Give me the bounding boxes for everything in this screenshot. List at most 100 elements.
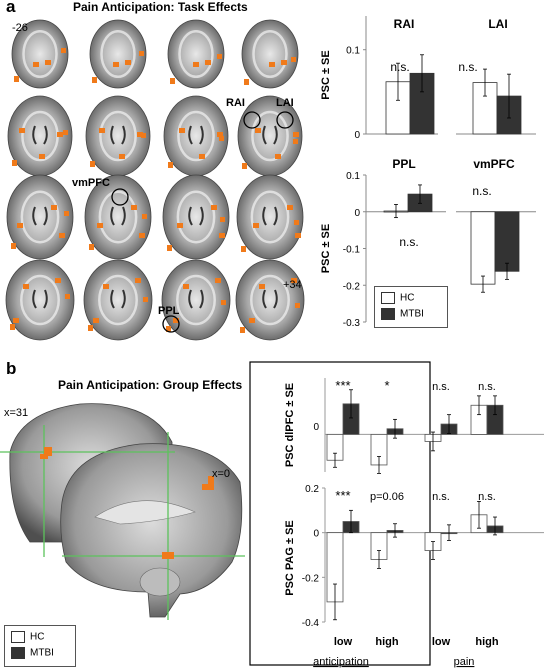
activation-cluster [215, 278, 221, 283]
ventricle [32, 289, 37, 309]
activation-cluster [162, 552, 174, 559]
activation-cluster [44, 447, 52, 456]
panel-b-title: Pain Anticipation: Group Effects [58, 378, 243, 392]
activation-cluster [221, 300, 226, 305]
activation-cluster [293, 132, 299, 137]
activation-cluster [88, 325, 93, 331]
brain-slice [162, 174, 230, 260]
legend-label-hc: HC [400, 292, 415, 304]
ventricle [199, 125, 204, 145]
significance-label: n.s. [399, 235, 418, 249]
significance-label: n.s. [458, 60, 477, 74]
activation-cluster [135, 278, 141, 283]
sag-label-x31: x=31 [4, 407, 29, 419]
activation-cluster [90, 161, 95, 167]
significance-label: n.s. [390, 60, 409, 74]
significance-label: n.s. [478, 491, 496, 503]
activation-cluster [208, 476, 214, 484]
legend-item-hc: HC [381, 292, 447, 304]
significance-label: p=0.06 [370, 491, 404, 503]
ventricle [273, 206, 278, 226]
activation-cluster [119, 154, 125, 159]
white-matter [22, 29, 58, 79]
category-label: low [432, 636, 451, 648]
ventricle [43, 289, 48, 309]
white-matter [177, 110, 215, 162]
activation-cluster [255, 128, 261, 133]
ventricle [43, 125, 48, 145]
activation-cluster [240, 327, 245, 333]
activation-cluster [97, 223, 103, 228]
activation-cluster [168, 162, 173, 168]
group-label-pain: pain [454, 656, 475, 668]
activation-cluster [57, 132, 63, 137]
white-matter [100, 29, 136, 79]
roi-circle-lai [276, 111, 294, 129]
activation-cluster [14, 76, 19, 82]
chart-title: vmPFC [473, 157, 515, 171]
activation-cluster [59, 233, 65, 238]
activation-cluster [12, 160, 17, 166]
activation-cluster [295, 233, 301, 238]
legend-b-item-mtbi: MTBI [11, 647, 75, 659]
brain-slice [236, 174, 304, 260]
y-tick-label: 0.1 [346, 46, 360, 57]
category-label: high [375, 636, 398, 648]
activation-cluster [39, 154, 45, 159]
activation-cluster [166, 326, 171, 332]
activation-cluster [173, 318, 179, 323]
ventricle [188, 289, 193, 309]
activation-cluster [199, 154, 205, 159]
activation-cluster [99, 128, 105, 133]
bar-hc [472, 82, 498, 135]
activation-cluster [45, 60, 51, 65]
roi-label-vmpfc: vmPFC [72, 177, 110, 189]
ventricle [199, 289, 204, 309]
white-matter [178, 29, 214, 79]
brain-slice [6, 174, 74, 260]
y-tick-label: 0 [313, 529, 319, 540]
activation-cluster [103, 284, 109, 289]
bar-hc [470, 211, 496, 285]
brain-slice [84, 174, 152, 260]
activation-cluster [295, 303, 300, 308]
activation-cluster [137, 132, 143, 137]
activation-cluster [249, 318, 255, 323]
activation-cluster [242, 163, 247, 169]
brain-slice [241, 19, 299, 89]
sag-label-x0: x=0 [212, 468, 231, 480]
roi-circle-vmpfc [111, 188, 129, 206]
slice-label-bottom: +34 [283, 279, 302, 291]
legend-b-swatch-mtbi [11, 647, 25, 659]
activation-cluster [183, 284, 189, 289]
activation-cluster [92, 77, 97, 83]
white-matter [251, 110, 289, 162]
roi-circle-ppl [162, 315, 180, 333]
activation-cluster [167, 245, 172, 251]
ventricle [110, 206, 115, 226]
y-tick-label: -0.1 [343, 245, 361, 256]
white-matter [252, 29, 288, 79]
activation-cluster [177, 223, 183, 228]
y-tick-label: 0.2 [305, 484, 319, 495]
activation-cluster [125, 60, 131, 65]
ventricle [199, 206, 204, 226]
y-axis-label: PSC ± SE [320, 50, 332, 99]
roi-label-lai: LAI [276, 97, 294, 109]
ventricle [32, 206, 37, 226]
y-axis-label-dlpfc: PSC dlPFC ± SE [284, 383, 296, 467]
roi-circle-rai [243, 111, 261, 129]
activation-cluster [220, 217, 225, 222]
activation-cluster [293, 139, 298, 144]
panel-b-letter: b [6, 359, 17, 378]
chart-title: LAI [488, 17, 507, 31]
activation-cluster [219, 136, 224, 141]
category-label: high [475, 636, 498, 648]
corpus-callosum [94, 500, 196, 525]
activation-cluster [51, 205, 57, 210]
ventricle [262, 206, 267, 226]
y-axis-label: PSC ± SE [320, 224, 332, 273]
bar-mtbi [494, 211, 520, 272]
chart-title: RAI [394, 17, 415, 31]
ventricle [188, 125, 193, 145]
